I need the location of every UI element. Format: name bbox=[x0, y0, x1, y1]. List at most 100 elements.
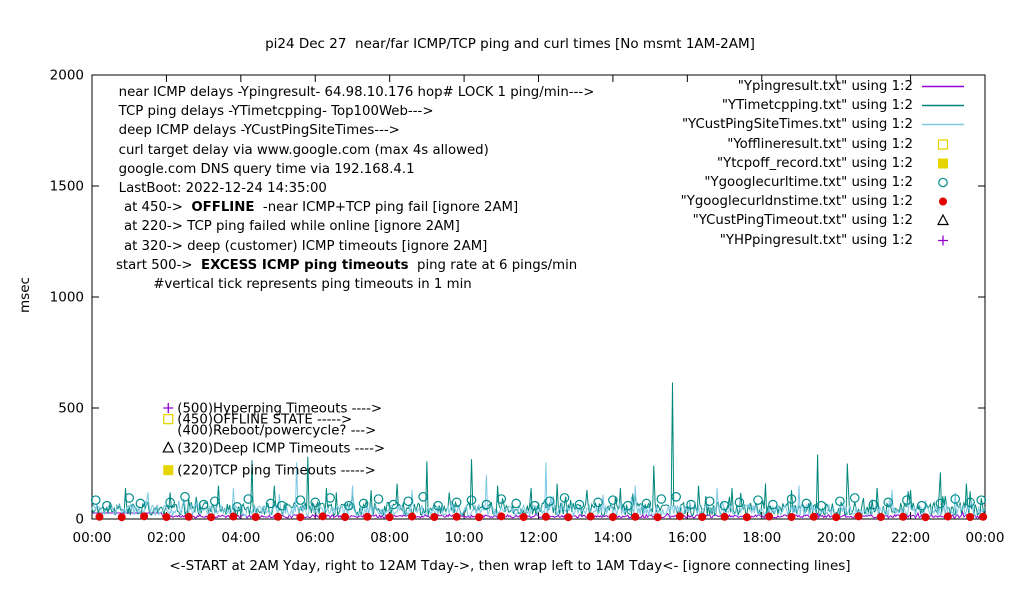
annotation-text-bold: EXCESS ICMP ping timeouts bbox=[200, 257, 409, 273]
series-points-Ygooglecurldnstime bbox=[95, 512, 988, 522]
open-circle-marker bbox=[265, 498, 276, 509]
threshold-annotations: (500)Hyperping Timeouts ---->(450)OFFLIN… bbox=[162, 402, 385, 479]
annotation-line: LastBoot: 2022-12-24 14:35:00 bbox=[116, 179, 594, 198]
filled-circle-marker bbox=[854, 512, 863, 521]
filled-square-icon bbox=[938, 158, 948, 169]
filled-circle-marker bbox=[586, 512, 595, 521]
legend-line-icon bbox=[920, 98, 966, 113]
open-circle-marker bbox=[529, 500, 540, 511]
open-circle-marker bbox=[849, 493, 860, 503]
open-circle-marker bbox=[276, 500, 287, 511]
x-tick-label: 12:00 bbox=[519, 530, 558, 546]
filled-circle-marker bbox=[274, 512, 283, 521]
filled-circle-marker bbox=[474, 513, 483, 522]
y-tick-label: 1000 bbox=[50, 290, 84, 306]
open-circle-marker bbox=[198, 499, 209, 510]
x-tick-label: 08:00 bbox=[370, 530, 409, 546]
open-circle-marker bbox=[965, 497, 975, 508]
annotation-text: LastBoot: 2022-12-24 14:35:00 bbox=[118, 181, 327, 197]
open-circle-marker bbox=[719, 500, 730, 511]
legend-row: "Yofflineresult.txt" using 1:2 bbox=[681, 135, 966, 154]
filled-circle-marker bbox=[742, 513, 751, 522]
legend-row: "Ypingresult.txt" using 1:2 bbox=[681, 77, 966, 96]
annotation-text: at 220-> TCP ping failed while online [i… bbox=[123, 219, 460, 235]
open-circle-marker bbox=[209, 496, 220, 507]
filled-circle-marker bbox=[95, 512, 104, 521]
open-circle-marker bbox=[388, 499, 399, 510]
legend-label: "YTimetcpping.txt" using 1:2 bbox=[721, 98, 913, 114]
filled-circle-marker bbox=[519, 513, 528, 522]
x-tick-label: 16:00 bbox=[668, 530, 707, 546]
annotation-text: curl target delay via www.google.com (ma… bbox=[118, 142, 489, 158]
open-circle-marker bbox=[451, 497, 462, 508]
x-tick-label: 22:00 bbox=[891, 530, 930, 546]
x-tick-label: 10:00 bbox=[445, 530, 484, 546]
chart-title: pi24 Dec 27 near/far ICMP/TCP ping and c… bbox=[265, 36, 755, 52]
x-tick-label: 00:00 bbox=[966, 530, 1005, 546]
filled-circle-marker bbox=[720, 512, 729, 521]
y-tick-label: 2000 bbox=[50, 68, 84, 84]
annotation-text: near ICMP delays -Ypingresult- 64.98.10.… bbox=[118, 85, 595, 100]
legend-label: "Yofflineresult.txt" using 1:2 bbox=[727, 136, 913, 152]
open-circle-marker bbox=[310, 497, 321, 508]
open-triangle-icon bbox=[162, 441, 175, 453]
open-circle-marker bbox=[622, 500, 633, 511]
legend: "Ypingresult.txt" using 1:2 "YTimetcpping… bbox=[681, 77, 966, 250]
open-circle-marker bbox=[916, 500, 927, 511]
filled-circle-marker bbox=[407, 512, 416, 521]
legend-line-icon bbox=[920, 117, 966, 132]
threshold-label: (220)TCP ping Timeouts -----> bbox=[177, 464, 375, 479]
annotation-text: TCP ping delays -YTimetcpping- Top100Web… bbox=[118, 104, 434, 120]
legend-label: "YCustPingSiteTimes.txt" using 1:2 bbox=[681, 117, 913, 133]
filled-circle-marker bbox=[653, 513, 662, 522]
filled-circle-marker bbox=[979, 512, 988, 521]
annotation-line: at 450-> OFFLINE -near ICMP+TCP ping fai… bbox=[116, 198, 594, 217]
open-circle-marker bbox=[544, 496, 555, 507]
open-circle-marker bbox=[243, 494, 254, 504]
open-circle-marker bbox=[358, 498, 369, 509]
legend-plus-icon bbox=[920, 233, 966, 248]
legend-label: "YCustPingTimeout.txt" using 1:2 bbox=[692, 213, 913, 229]
open-circle-marker bbox=[686, 499, 696, 510]
open-circle-marker bbox=[593, 497, 603, 508]
filled-circle-marker bbox=[921, 513, 930, 522]
open-circle-marker bbox=[671, 491, 681, 502]
open-square-icon bbox=[163, 413, 174, 425]
open-circle-marker bbox=[608, 495, 618, 505]
legend-row: "YTimetcpping.txt" using 1:2 bbox=[681, 96, 966, 115]
filled-circle-marker bbox=[541, 512, 550, 521]
filled-circle-marker bbox=[899, 512, 908, 521]
open-circle-marker bbox=[816, 500, 827, 511]
open-circle-marker bbox=[950, 494, 961, 504]
filled-circle-marker bbox=[229, 512, 238, 521]
open-circle-marker bbox=[496, 494, 507, 504]
open-circle-marker bbox=[418, 491, 428, 502]
open-triangle-icon bbox=[937, 214, 949, 226]
open-circle-marker bbox=[753, 495, 763, 505]
filled-circle-marker bbox=[318, 512, 327, 521]
open-circle-marker bbox=[801, 498, 812, 509]
filled-circle-marker bbox=[631, 512, 640, 521]
open-circle-marker bbox=[90, 495, 101, 505]
filled-square-icon bbox=[163, 465, 174, 476]
open-circle-marker bbox=[343, 500, 354, 511]
annotation-line: deep ICMP delays -YCustPingSiteTimes---> bbox=[116, 121, 594, 140]
legend-filled-circle-icon bbox=[920, 194, 966, 209]
annotation-text: deep ICMP delays -YCustPingSiteTimes---> bbox=[118, 123, 400, 139]
legend-row: "YHPpingresult.txt" using 1:2 bbox=[681, 231, 966, 250]
legend-row: "Ytcpoff_record.txt" using 1:2 bbox=[681, 154, 966, 173]
filled-circle-marker bbox=[787, 513, 796, 522]
filled-circle-marker bbox=[385, 513, 394, 522]
open-circle-marker bbox=[574, 499, 585, 510]
threshold-label: (320)Deep ICMP Timeouts ----> bbox=[177, 441, 385, 456]
open-circle-marker bbox=[433, 500, 443, 511]
x-tick-label: 18:00 bbox=[742, 530, 781, 546]
x-tick-label: 02:00 bbox=[147, 530, 186, 546]
open-circle-marker bbox=[883, 497, 894, 508]
plus-icon bbox=[163, 403, 174, 413]
legend-row: "YCustPingSiteTimes.txt" using 1:2 bbox=[681, 115, 966, 134]
x-tick-label: 04:00 bbox=[221, 530, 260, 546]
filled-circle-marker bbox=[430, 513, 439, 522]
open-circle-marker bbox=[102, 500, 112, 511]
legend-open-circle-icon bbox=[920, 175, 966, 190]
